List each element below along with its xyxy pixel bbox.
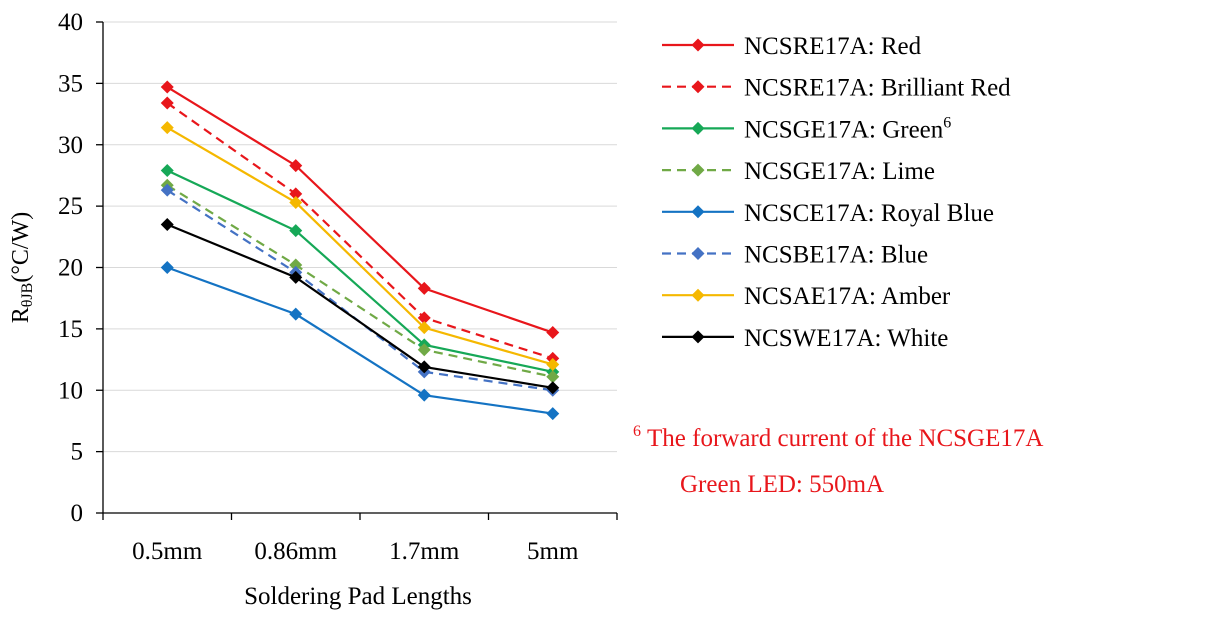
- x-tick-labels: 0.5mm 0.86mm 1.7mm 5mm: [132, 538, 579, 565]
- y-tick-label: 30: [58, 132, 83, 159]
- data-point: [160, 164, 174, 178]
- series-line: [166, 86, 554, 334]
- legend-label: NCSBE17A: Blue: [744, 242, 928, 269]
- series-line: [166, 184, 553, 378]
- data-point: [289, 187, 303, 201]
- legend-swatch-marker: [691, 330, 705, 344]
- legend: NCSRE17A: Red NCSRE17A: Brilliant Red NCSG…: [662, 33, 1011, 352]
- data-point: [289, 258, 303, 272]
- footnote-text-1: The forward current of the NCSGE17A: [647, 425, 1043, 452]
- series-1: [160, 96, 560, 365]
- data-point: [160, 218, 174, 232]
- y-tick-label: 25: [58, 193, 83, 220]
- data-point: [417, 388, 431, 402]
- legend-label: NCSCE17A: Royal Blue: [744, 200, 994, 227]
- legend-item: NCSRE17A: Brilliant Red: [662, 75, 1011, 102]
- y-tick-label: 40: [58, 9, 83, 36]
- data-point: [289, 195, 303, 209]
- y-tick-label: 15: [58, 316, 83, 343]
- legend-swatch-marker: [691, 38, 705, 52]
- data-point: [417, 311, 431, 325]
- y-tick-label: 5: [71, 439, 84, 466]
- legend-swatch-marker: [691, 247, 705, 260]
- data-point: [546, 326, 560, 340]
- footnote: 6 The forward current of the NCSGE17A Gre…: [633, 423, 1043, 498]
- x-tick-label: 0.86mm: [254, 538, 337, 565]
- legend-swatch-marker: [691, 163, 705, 177]
- data-point: [546, 357, 560, 371]
- series-line: [166, 223, 553, 389]
- data-point: [417, 281, 431, 295]
- series-4: [160, 261, 560, 421]
- x-tick-label: 0.5mm: [132, 538, 203, 565]
- y-tick-label: 20: [58, 255, 83, 282]
- y-tick-label: 35: [58, 70, 83, 97]
- data-point: [546, 407, 560, 421]
- y-tick-label: 10: [58, 377, 83, 404]
- series-3: [160, 178, 560, 384]
- legend-item: NCSWE17A: White: [662, 325, 948, 352]
- footnote-line-2: Green LED: 550mA: [680, 471, 884, 498]
- data-point: [289, 270, 303, 284]
- footnote-marker: 6: [633, 423, 641, 440]
- legend-label: NCSAE17A: Amber: [744, 283, 951, 310]
- legend-item: NCSAE17A: Amber: [662, 283, 951, 310]
- data-point: [160, 96, 174, 110]
- data-point: [160, 261, 174, 274]
- series-2: [160, 164, 560, 379]
- data-point: [546, 370, 560, 384]
- series-7: [160, 218, 560, 395]
- series-6: [160, 121, 560, 371]
- data-point: [289, 224, 303, 238]
- x-axis-title: Soldering Pad Lengths: [244, 583, 472, 610]
- y-axis-title-unit: (°C/W): [8, 212, 34, 283]
- series-line: [166, 169, 553, 373]
- legend-label: NCSGE17A: Lime: [744, 158, 935, 185]
- series-lines: [160, 80, 560, 421]
- legend-swatch-marker: [691, 288, 705, 302]
- footnote-line-1: 6 The forward current of the NCSGE17A: [633, 423, 1043, 452]
- x-tick-label: 5mm: [527, 538, 579, 565]
- legend-label: NCSWE17A: White: [744, 325, 948, 352]
- legend-swatch-marker: [691, 205, 705, 219]
- legend-item: NCSBE17A: Blue: [662, 242, 928, 269]
- axes: [96, 21, 618, 520]
- data-point: [289, 159, 303, 173]
- y-tick-label: 0: [71, 500, 84, 527]
- y-axis-title-subscript: θJB: [19, 283, 36, 308]
- data-point: [546, 381, 560, 395]
- y-tick-labels: 0 5 10 15 20 25 30 35 40: [58, 9, 83, 527]
- series-line: [166, 126, 554, 366]
- legend-swatch-marker: [691, 121, 705, 135]
- legend-item: NCSGE17A: Green6: [662, 114, 951, 143]
- y-axis-title: RθJB(°C/W): [8, 212, 36, 324]
- y-axis-title-main: R: [8, 307, 34, 323]
- x-tick-label: 1.7mm: [389, 538, 460, 565]
- data-point: [417, 343, 431, 357]
- data-point: [289, 307, 303, 321]
- series-line: [166, 266, 553, 415]
- gridlines: [103, 21, 617, 453]
- legend-label: NCSGE17A: Green6: [744, 114, 951, 143]
- legend-item: NCSRE17A: Red: [662, 33, 922, 60]
- data-point: [160, 183, 174, 197]
- data-point: [160, 121, 174, 135]
- legend-item: NCSCE17A: Royal Blue: [662, 200, 994, 227]
- series-0: [160, 80, 560, 340]
- legend-swatch-marker: [691, 80, 705, 94]
- legend-label: NCSRE17A: Red: [744, 33, 922, 60]
- legend-label: NCSRE17A: Brilliant Red: [744, 75, 1011, 102]
- series-line: [166, 102, 554, 360]
- data-point: [417, 321, 431, 335]
- legend-item: NCSGE17A: Lime: [662, 158, 935, 185]
- data-point: [160, 80, 174, 94]
- data-point: [417, 360, 431, 374]
